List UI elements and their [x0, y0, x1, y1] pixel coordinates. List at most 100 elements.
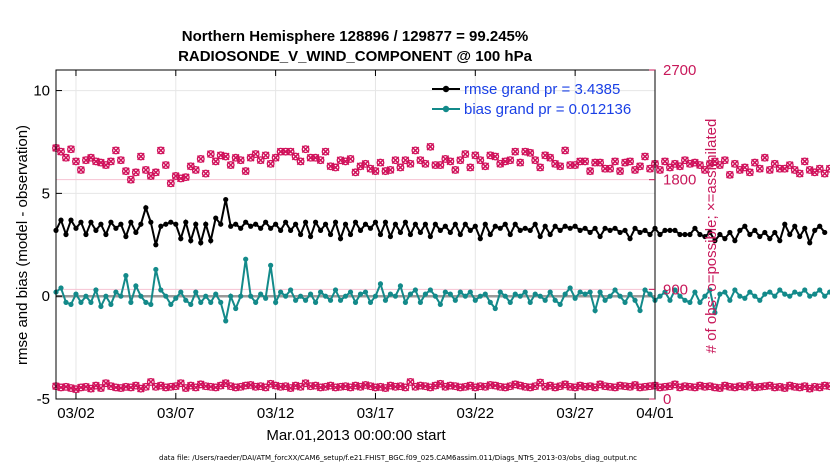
obs-count-upper-assimilated [266, 159, 275, 168]
obs-count-lower-possible [641, 382, 649, 391]
rmse-data-point [807, 240, 813, 246]
bias-data-point [592, 307, 598, 314]
obs-count-lower-possible [486, 381, 495, 389]
rmse-data-point [113, 225, 119, 231]
rmse-data-point [747, 231, 753, 238]
rmse-data-point [228, 223, 234, 229]
obs-count-upper-assimilated [191, 166, 200, 174]
obs-count-upper-possible [166, 179, 175, 188]
rmse-data-point [93, 227, 99, 233]
rmse-data-point [233, 221, 239, 227]
bias-data-point [198, 299, 204, 305]
obs-count-upper-possible [456, 156, 465, 165]
bias-data-point [143, 299, 149, 305]
bias-data-point [317, 289, 324, 295]
obs-count-lower-possible [371, 383, 380, 392]
bias-data-point [577, 289, 583, 295]
rmse-data-point [492, 223, 498, 229]
obs-count-upper-assimilated [636, 162, 644, 171]
obs-count-lower-possible [661, 382, 669, 391]
bias-data-point [717, 291, 723, 297]
obs-count-lower-possible [656, 383, 664, 392]
rmse-data-point [812, 227, 818, 233]
bias-data-point [397, 283, 404, 289]
obs-count-upper-possible [266, 159, 275, 168]
obs-count-upper-assimilated [236, 156, 245, 165]
bias-data-point [682, 297, 688, 303]
chart-title-line1: Northern Hemisphere 128896 / 129877 = 99… [182, 28, 528, 45]
obs-count-upper-assimilated [726, 170, 734, 179]
rmse-data-point [88, 219, 94, 225]
obs-count-upper-assimilated [201, 169, 210, 178]
legend-label: bias grand pr = 0.012136 [464, 101, 631, 118]
x-tick-label: 03/17 [357, 405, 395, 422]
obs-count-upper-possible [191, 165, 200, 174]
obs-count-upper-possible [371, 167, 380, 176]
obs-count-upper-assimilated [117, 156, 125, 165]
obs-count-lower-possible [476, 382, 485, 391]
rmse-data-point [572, 223, 578, 229]
obs-count-upper-assimilated [62, 153, 70, 162]
bias-data-point [712, 310, 718, 316]
bias-data-point [477, 293, 483, 299]
obs-count-upper-possible [57, 147, 65, 156]
rmse-data-point [482, 221, 488, 227]
obs-count-upper-possible [601, 164, 610, 173]
obs-count-upper-assimilated [57, 147, 65, 156]
obs-count-lower-possible [735, 382, 744, 391]
obs-count-upper-possible [296, 157, 305, 166]
obs-count-lower-possible [296, 382, 305, 391]
rmse-data-point [617, 229, 623, 236]
obs-count-upper-assimilated [346, 155, 355, 163]
obs-count-upper-assimilated [107, 157, 115, 166]
rmse-data-point [143, 205, 149, 211]
obs-count-lower-possible [531, 382, 540, 391]
obs-count-upper-possible [196, 155, 205, 163]
rmse-data-point [193, 221, 199, 227]
bias-data-point [602, 297, 608, 303]
obs-count-upper-possible [67, 145, 75, 154]
bias-data-point [527, 299, 533, 305]
bias-data-point [482, 291, 488, 297]
obs-count-upper-possible [261, 151, 270, 160]
rmse-data-point [357, 227, 364, 233]
bias-data-point [557, 301, 563, 308]
bias-data-point [512, 291, 518, 297]
obs-count-upper-assimilated [127, 175, 135, 184]
obs-count-upper-possible [281, 147, 290, 156]
obs-count-upper-possible [141, 165, 150, 174]
bias-data-point [722, 289, 728, 295]
rmse-data-point [377, 231, 384, 238]
obs-count-upper-possible [815, 164, 824, 173]
obs-count-upper-possible [436, 161, 445, 169]
rmse-data-point [337, 236, 344, 242]
bias-data-point [657, 293, 663, 299]
obs-count-lower-possible [700, 382, 709, 391]
rmse-data-point [322, 221, 329, 227]
bias-data-point [387, 291, 394, 297]
bias-data-point [183, 297, 189, 303]
rmse-data-point [198, 240, 204, 246]
obs-count-upper-possible [241, 167, 250, 176]
rmse-data-point [557, 227, 563, 233]
bias-data-point [807, 293, 813, 299]
rmse-data-point [472, 223, 478, 229]
rmse-data-point [657, 231, 663, 238]
obs-count-upper-possible [586, 167, 595, 176]
rmse-data-point [817, 223, 823, 229]
obs-count-lower-possible [96, 384, 105, 392]
obs-count-upper-assimilated [122, 167, 130, 175]
bias-data-point [532, 291, 538, 297]
bias-data-point [228, 293, 234, 299]
y2-tick-label: 0 [663, 391, 671, 408]
rmse-data-point [797, 233, 803, 240]
bias-data-point [218, 299, 224, 305]
x-tick-label: 03/02 [57, 405, 95, 422]
bias-data-point [492, 305, 498, 312]
obs-count-upper-possible [306, 153, 315, 162]
bias-data-point [762, 291, 768, 297]
bias-data-point [662, 289, 668, 295]
obs-count-upper-possible [750, 158, 759, 167]
bias-data-point [352, 299, 359, 305]
bias-data-point [637, 307, 643, 314]
